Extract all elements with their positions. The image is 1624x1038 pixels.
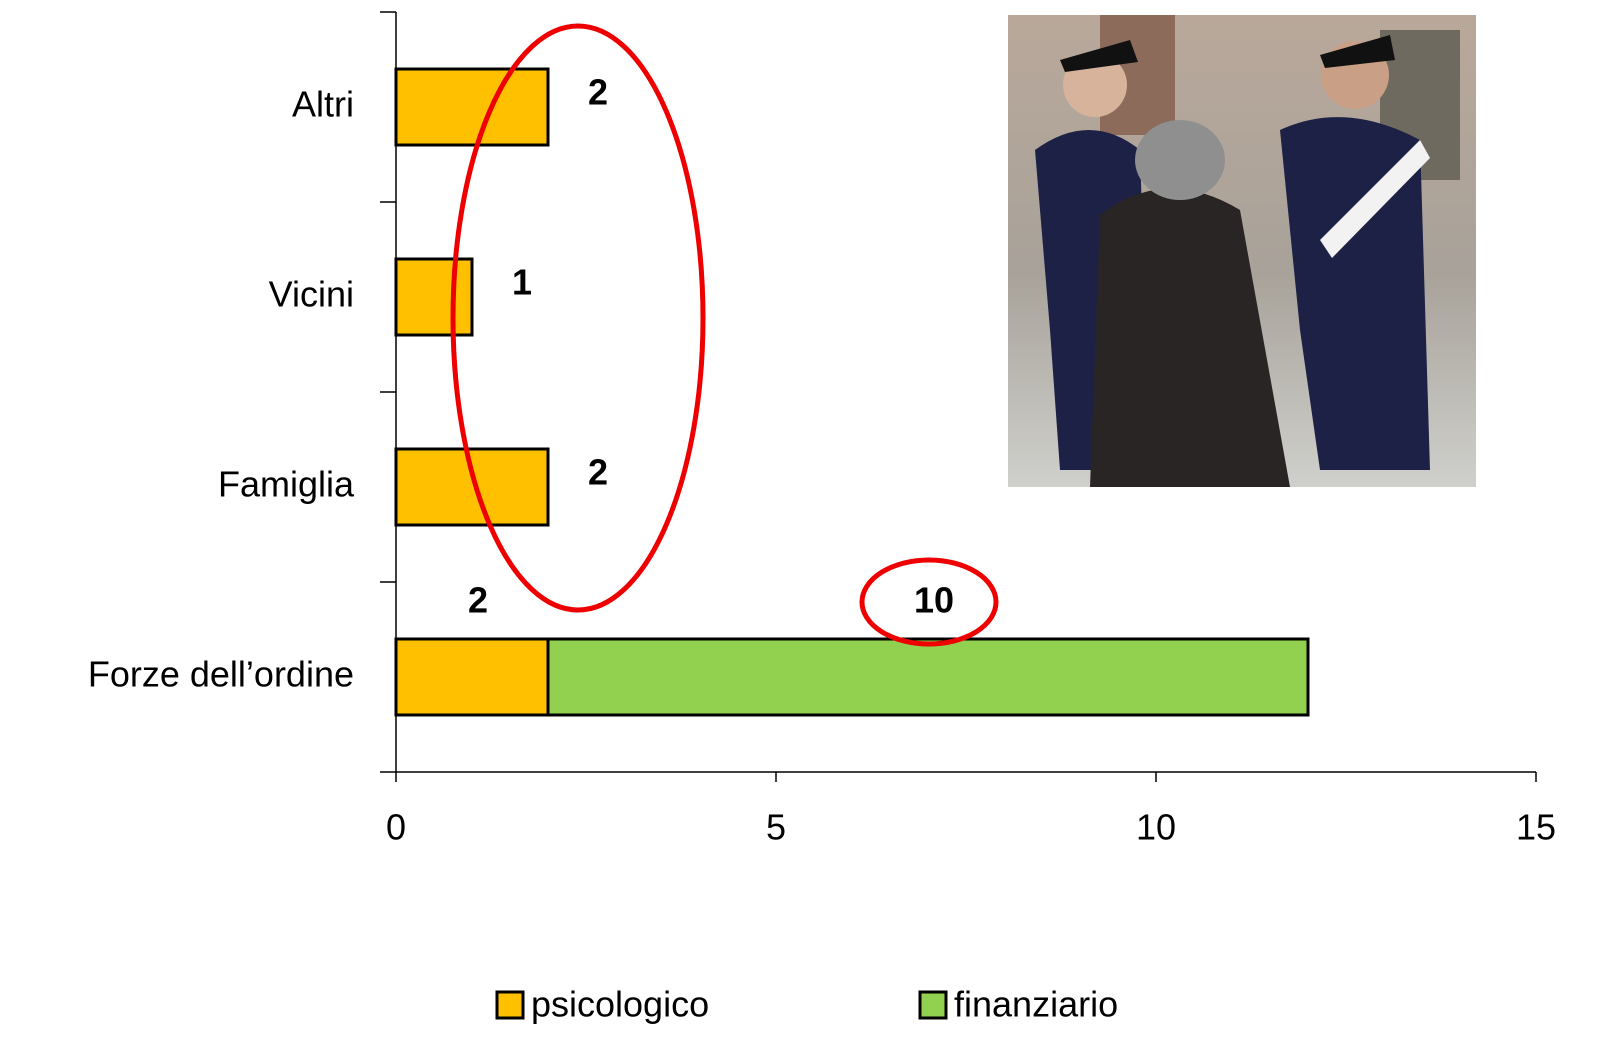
legend-label: finanziario	[954, 984, 1118, 1025]
bar	[394, 447, 550, 527]
x-tick-label: 0	[386, 807, 406, 848]
y-tick-label: Altri	[292, 84, 354, 125]
bar	[394, 67, 550, 147]
legend-label: psicologico	[531, 984, 709, 1025]
highlight-ellipse	[859, 557, 999, 647]
bar	[546, 637, 1310, 717]
highlight-ellipse	[450, 23, 706, 613]
bar	[394, 257, 474, 337]
x-tick-label: 10	[1136, 807, 1176, 848]
data-label: 2	[588, 452, 608, 493]
data-label: 2	[468, 580, 488, 621]
y-tick-label: Forze dell’ordine	[88, 654, 354, 695]
data-label: 2	[588, 72, 608, 113]
bar	[394, 637, 550, 717]
y-tick-label: Famiglia	[218, 464, 355, 505]
legend-swatch	[918, 990, 948, 1020]
y-tick-label: Vicini	[269, 274, 354, 315]
x-tick-label: 5	[766, 807, 786, 848]
data-label: 1	[512, 262, 532, 303]
data-label: 10	[914, 580, 954, 621]
legend-swatch	[495, 990, 525, 1020]
x-tick-label: 15	[1516, 807, 1556, 848]
photo	[1008, 15, 1476, 487]
